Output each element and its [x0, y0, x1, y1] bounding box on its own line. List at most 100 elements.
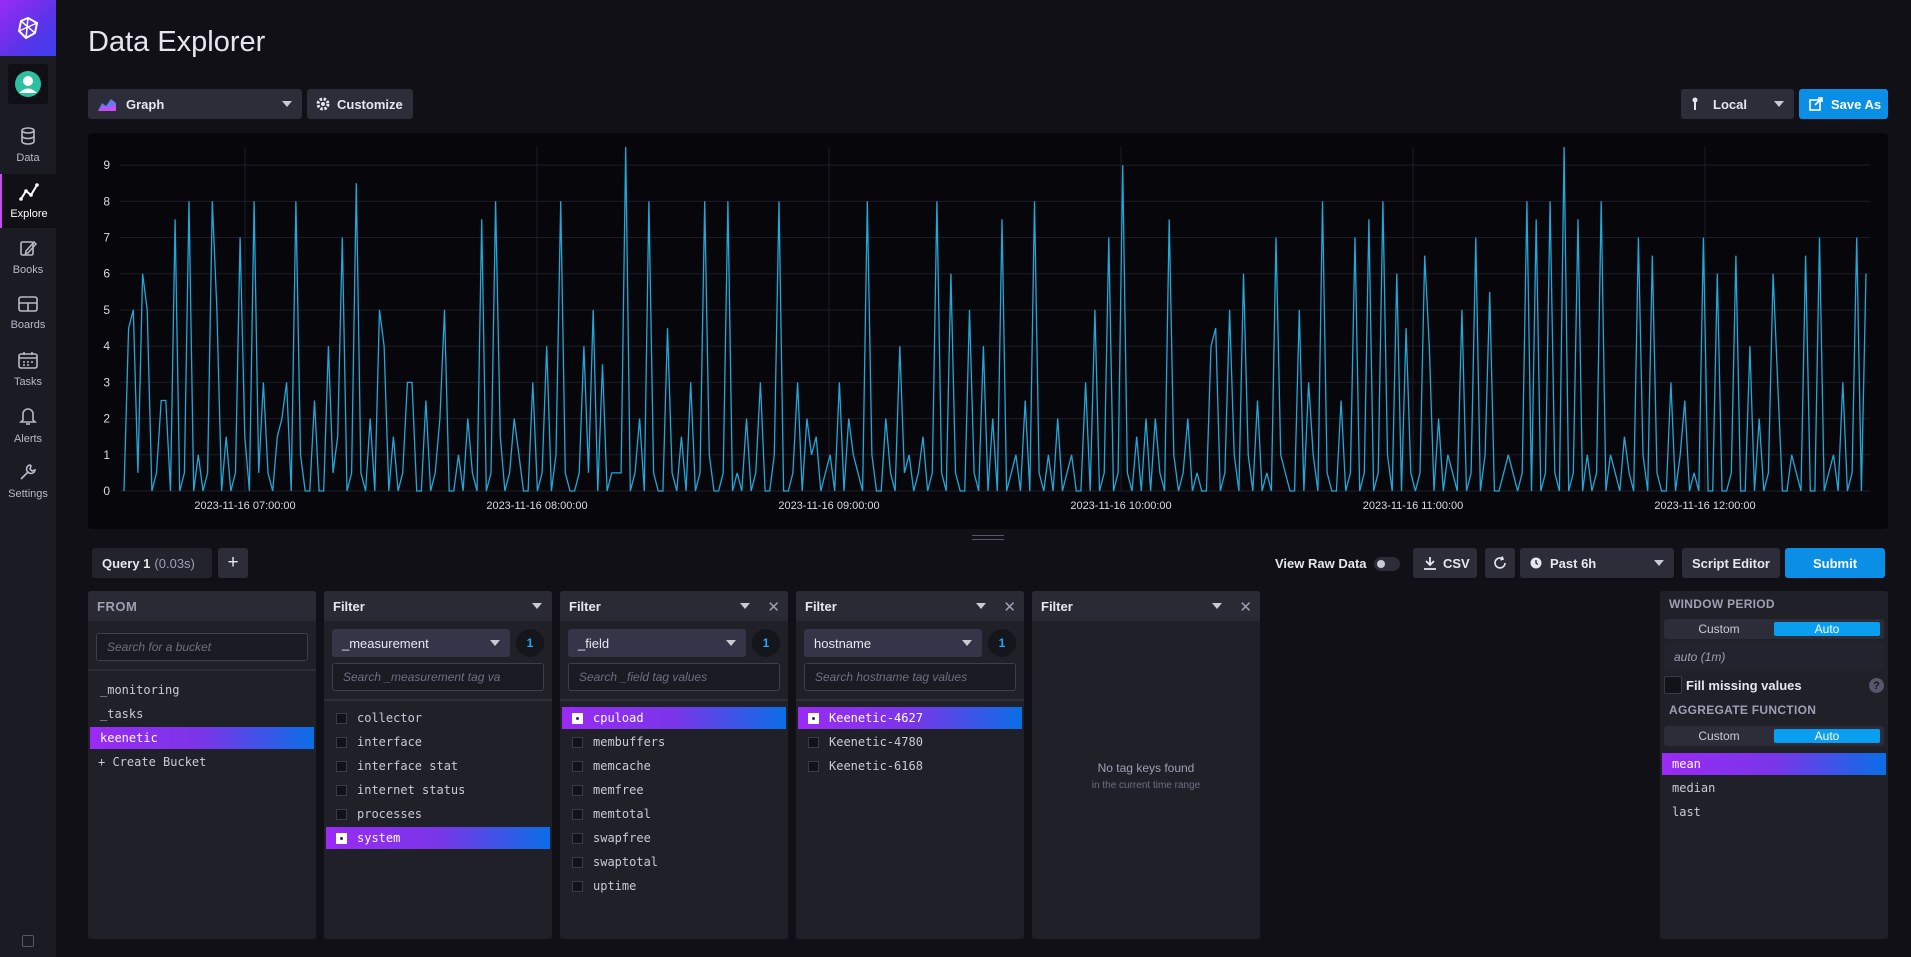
tag-value-label: Keenetic-6168 — [829, 759, 923, 773]
close-icon[interactable]: ✕ — [767, 599, 780, 616]
checkbox[interactable] — [572, 880, 583, 892]
tag-value-item[interactable]: memtotal — [562, 803, 786, 825]
checkbox[interactable] — [336, 784, 347, 796]
collapse-nav-icon[interactable] — [22, 935, 34, 947]
nav-item-alerts[interactable]: Alerts — [0, 398, 56, 452]
add-query-button[interactable]: + — [218, 548, 248, 578]
close-icon[interactable]: ✕ — [1239, 599, 1252, 616]
selected-count-badge: 1 — [988, 629, 1016, 657]
tag-key-dropdown[interactable]: hostname — [804, 629, 982, 657]
query-tab[interactable]: Query 1 (0.03s) — [92, 548, 212, 578]
checkbox[interactable] — [336, 736, 347, 748]
gear-icon — [316, 97, 330, 111]
bucket-item[interactable]: keenetic — [90, 727, 314, 749]
save-as-button[interactable]: Save As — [1799, 89, 1888, 119]
time-range-dropdown[interactable]: Past 6h — [1520, 548, 1674, 578]
nav-item-books[interactable]: Books — [0, 230, 56, 284]
graph-panel: 0 1 2 3 4 5 6 7 8 9 2023-11-16 07:00:00 2023-11-16 … — [88, 133, 1888, 529]
bucket-search-input[interactable]: Search for a bucket — [96, 633, 308, 661]
refresh-button[interactable] — [1485, 548, 1515, 578]
tag-value-item[interactable]: memfree — [562, 779, 786, 801]
tag-value-item[interactable]: swaptotal — [562, 851, 786, 873]
tag-key-dropdown[interactable]: _measurement — [332, 629, 510, 657]
chevron-down-icon — [1774, 101, 1784, 107]
chevron-down-icon[interactable] — [1212, 603, 1222, 609]
viz-type-dropdown[interactable]: Graph — [88, 89, 302, 119]
tag-value-item[interactable]: cpuload — [562, 707, 786, 729]
tag-value-search-input[interactable]: Search _field tag values — [568, 663, 780, 691]
close-icon[interactable]: ✕ — [1003, 599, 1016, 616]
checkbox[interactable] — [572, 760, 583, 772]
agg-custom-button[interactable]: Custom — [1698, 729, 1740, 743]
aggregate-function-item[interactable]: mean — [1662, 753, 1886, 775]
tag-value-item[interactable]: uptime — [562, 875, 786, 897]
aggregate-toggle: Custom Auto — [1664, 726, 1884, 746]
tag-value-search-input[interactable]: Search _measurement tag va — [332, 663, 544, 691]
checkbox[interactable] — [808, 712, 819, 724]
agg-auto-button[interactable]: Auto — [1774, 729, 1880, 743]
tag-value-label: Keenetic-4780 — [829, 735, 923, 749]
create-bucket-link[interactable]: + Create Bucket — [98, 755, 207, 769]
checkbox[interactable] — [572, 832, 583, 844]
tag-value-item[interactable]: Keenetic-6168 — [798, 755, 1022, 777]
tag-value-item[interactable]: Keenetic-4627 — [798, 707, 1022, 729]
tag-value-item[interactable]: collector — [326, 707, 550, 729]
tag-value-item[interactable]: system — [326, 827, 550, 849]
chevron-down-icon[interactable] — [976, 603, 986, 609]
tag-value-search-input[interactable]: Search hostname tag values — [804, 663, 1016, 691]
checkbox[interactable] — [336, 808, 347, 820]
nav-item-boards[interactable]: Boards — [0, 286, 56, 340]
checkbox[interactable] — [572, 808, 583, 820]
time-range-label: Past 6h — [1550, 555, 1597, 571]
checkbox[interactable] — [808, 760, 819, 772]
timezone-dropdown[interactable]: Local — [1681, 89, 1794, 119]
tag-value-item[interactable]: swapfree — [562, 827, 786, 849]
pin-icon — [1692, 97, 1698, 110]
chevron-down-icon[interactable] — [740, 603, 750, 609]
bucket-item[interactable]: _tasks — [100, 707, 144, 721]
checkbox[interactable] — [336, 832, 347, 844]
influxdb-logo[interactable] — [0, 0, 56, 56]
checkbox[interactable] — [572, 856, 583, 868]
aggregate-function-item[interactable]: median — [1672, 781, 1716, 795]
filter-panel: Filter ✕ hostname 1 Search hostname tag valu… — [796, 591, 1024, 939]
nav-item-settings[interactable]: Settings — [0, 454, 56, 508]
nav-item-data[interactable]: Data — [0, 118, 56, 172]
aggregate-function-item[interactable]: last — [1672, 805, 1701, 819]
nav-item-label: Boards — [10, 318, 46, 331]
tag-value-item[interactable]: memcache — [562, 755, 786, 777]
checkbox[interactable] — [336, 712, 347, 724]
customize-button[interactable]: Customize — [307, 89, 413, 119]
checkbox[interactable] — [336, 760, 347, 772]
fill-missing-checkbox[interactable] — [1664, 676, 1682, 694]
checkbox[interactable] — [572, 712, 583, 724]
window-period-input[interactable]: auto (1m) — [1664, 643, 1884, 669]
user-avatar[interactable] — [8, 64, 48, 104]
tag-value-item[interactable]: internet status — [326, 779, 550, 801]
checkbox[interactable] — [572, 784, 583, 796]
raw-data-toggle[interactable] — [1374, 557, 1400, 571]
no-tag-keys-message: No tag keys found — [1097, 761, 1195, 775]
help-icon[interactable]: ? — [1869, 678, 1884, 693]
tag-value-item[interactable]: interface stat — [326, 755, 550, 777]
chevron-down-icon[interactable] — [532, 603, 542, 609]
script-editor-button[interactable]: Script Editor — [1682, 548, 1780, 578]
view-raw-data-label: View Raw Data — [1275, 556, 1367, 571]
resize-handle[interactable] — [972, 535, 1004, 540]
window-auto-button[interactable]: Auto — [1774, 622, 1880, 636]
csv-button[interactable]: CSV — [1413, 548, 1477, 578]
chevron-down-icon — [282, 101, 292, 107]
window-custom-button[interactable]: Custom — [1698, 622, 1740, 636]
nav-item-explore[interactable]: Explore — [0, 174, 56, 228]
checkbox[interactable] — [808, 736, 819, 748]
tag-value-item[interactable]: Keenetic-4780 — [798, 731, 1022, 753]
tag-value-item[interactable]: processes — [326, 803, 550, 825]
bucket-item[interactable]: _monitoring — [100, 683, 180, 697]
tag-key-dropdown[interactable]: _field — [568, 629, 746, 657]
submit-button[interactable]: Submit — [1785, 548, 1885, 578]
tag-value-label: cpuload — [593, 711, 644, 725]
tag-value-item[interactable]: membuffers — [562, 731, 786, 753]
nav-item-tasks[interactable]: Tasks — [0, 342, 56, 396]
tag-value-item[interactable]: interface — [326, 731, 550, 753]
checkbox[interactable] — [572, 736, 583, 748]
